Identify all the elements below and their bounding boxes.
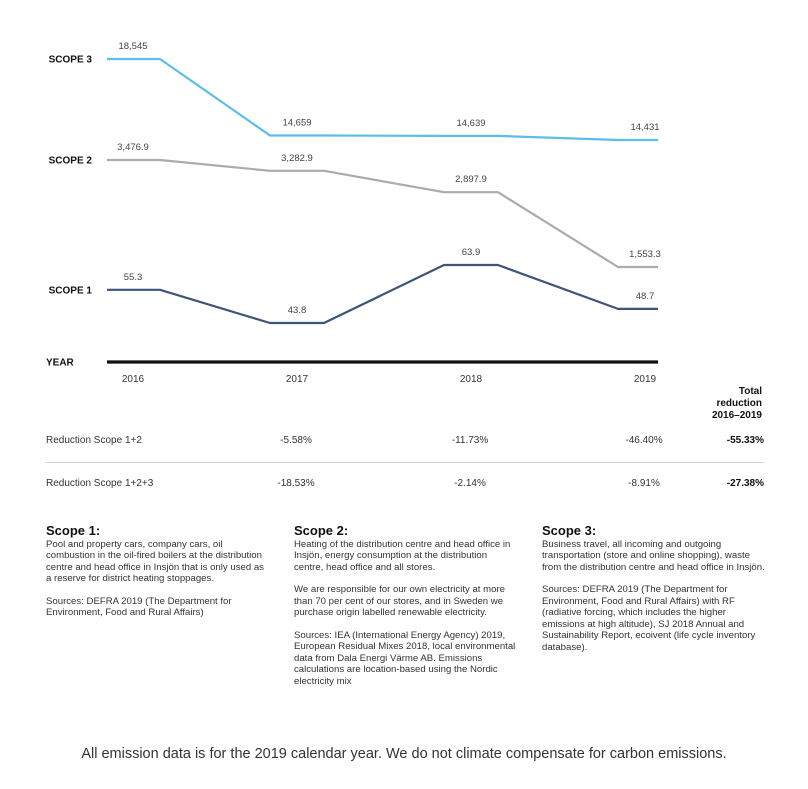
- note-title: Scope 3:: [542, 523, 597, 538]
- data-label: 3,282.9: [281, 153, 313, 164]
- row-label: Reduction Scope 1+2+3: [46, 478, 154, 489]
- row-value-2019: -8.91%: [628, 478, 660, 489]
- data-label: 48.7: [636, 291, 655, 302]
- note-paragraph: Heating of the distribution centre and h…: [294, 538, 511, 573]
- scope-1-line: [107, 263, 658, 325]
- row-value-2017: -5.58%: [280, 435, 312, 446]
- data-label: 43.8: [288, 305, 307, 316]
- scope-2-note: Scope 2: Heating of the distribution cen…: [294, 523, 519, 698]
- row-value-2018: -11.73%: [451, 435, 489, 446]
- table-divider: [46, 462, 764, 463]
- footer-note: All emission data is for the 2019 calend…: [81, 746, 727, 762]
- note-paragraph: Sources: DEFRA 2019 (The Department for …: [46, 595, 232, 619]
- note-paragraph: Business travel, all incoming and outgoi…: [542, 538, 765, 573]
- row-value-2018: -2.14%: [454, 478, 486, 489]
- total-header-line-3: 2016–2019: [711, 410, 762, 421]
- row-total: -27.38%: [726, 478, 764, 489]
- data-label: 55.3: [124, 272, 143, 283]
- scope-3-note: Scope 3: Business travel, all incoming a…: [542, 523, 767, 664]
- row-value-2017: -18.53%: [277, 478, 315, 489]
- data-label: 14,431: [630, 122, 659, 133]
- x-tick-label: 2019: [634, 374, 657, 385]
- row-value-2019: -46.40%: [625, 435, 663, 446]
- data-label: 3,476.9: [117, 142, 149, 153]
- reduction-row-scope-1-2-3: Reduction Scope 1+2+3 -18.53% -2.14% -8.…: [46, 475, 764, 495]
- data-label: 1,553.3: [629, 249, 661, 260]
- note-paragraph: Sources: DEFRA 2019 (The Department for …: [542, 584, 756, 653]
- scope-1-label: SCOPE 1: [49, 285, 93, 296]
- data-label: 18,545: [118, 41, 147, 52]
- scope-2-label: SCOPE 2: [49, 156, 93, 167]
- x-tick-label: 2017: [286, 374, 309, 385]
- data-label: 14,639: [456, 118, 485, 129]
- reduction-row-scope-1-2: Reduction Scope 1+2 -5.58% -11.73% -46.4…: [46, 432, 764, 452]
- scope-1-note: Scope 1: Pool and property cars, company…: [46, 523, 271, 630]
- row-label: Reduction Scope 1+2: [46, 435, 142, 446]
- scope-3-label: SCOPE 3: [49, 55, 93, 66]
- data-label: 63.9: [462, 247, 481, 258]
- data-label: 2,897.9: [455, 174, 487, 185]
- emissions-chart: SCOPE 3 18,545 14,659 14,639 14,431 SCOPE 2 3,…: [46, 41, 661, 385]
- note-paragraph: Sources: IEA (International Energy Agenc…: [294, 629, 516, 687]
- scope-3-line: [107, 57, 658, 142]
- total-header-line-1: Total: [738, 386, 762, 397]
- total-header-line-2: reduction: [716, 398, 762, 409]
- note-title: Scope 2:: [294, 523, 349, 538]
- x-tick-label: 2016: [122, 374, 145, 385]
- scope-2-line: [107, 158, 658, 269]
- total-reduction-header: Total reduction 2016–2019: [692, 386, 762, 422]
- x-tick-label: 2018: [460, 374, 483, 385]
- row-total: -55.33%: [726, 435, 764, 446]
- x-axis-title: YEAR: [46, 358, 75, 369]
- note-title: Scope 1:: [46, 523, 101, 538]
- data-label: 14,659: [282, 118, 311, 129]
- note-paragraph: Pool and property cars, company cars, oi…: [46, 538, 264, 585]
- note-paragraph: We are responsible for our own electrici…: [294, 584, 505, 618]
